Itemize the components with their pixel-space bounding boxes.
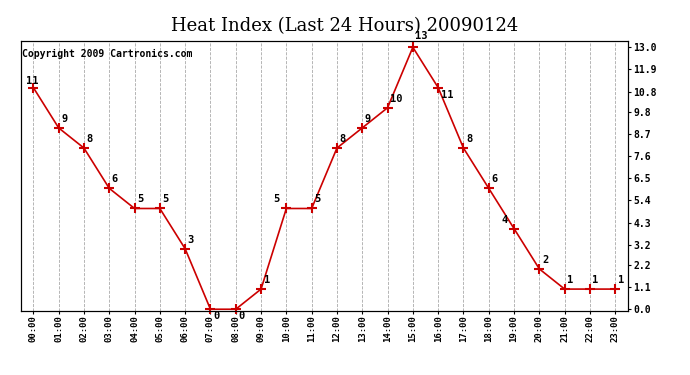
Text: 13: 13	[415, 31, 428, 41]
Text: Copyright 2009 Cartronics.com: Copyright 2009 Cartronics.com	[22, 50, 193, 59]
Text: 11: 11	[26, 76, 38, 86]
Text: 9: 9	[365, 114, 371, 124]
Text: 0: 0	[213, 311, 219, 321]
Text: 10: 10	[390, 94, 402, 104]
Text: 5: 5	[314, 195, 320, 204]
Text: 3: 3	[188, 235, 194, 245]
Text: 5: 5	[137, 195, 144, 204]
Text: 11: 11	[441, 90, 453, 100]
Text: 4: 4	[502, 214, 508, 225]
Text: 5: 5	[162, 195, 168, 204]
Text: Heat Index (Last 24 Hours) 20090124: Heat Index (Last 24 Hours) 20090124	[171, 17, 519, 35]
Text: 6: 6	[112, 174, 118, 184]
Text: 1: 1	[593, 275, 599, 285]
Text: 2: 2	[542, 255, 548, 265]
Text: 1: 1	[618, 275, 624, 285]
Text: 9: 9	[61, 114, 68, 124]
Text: 1: 1	[264, 275, 270, 285]
Text: 6: 6	[491, 174, 497, 184]
Text: 8: 8	[86, 134, 92, 144]
Text: 1: 1	[567, 275, 573, 285]
Text: 8: 8	[466, 134, 472, 144]
Text: 8: 8	[339, 134, 346, 144]
Text: 5: 5	[274, 195, 280, 204]
Text: 0: 0	[238, 311, 244, 321]
